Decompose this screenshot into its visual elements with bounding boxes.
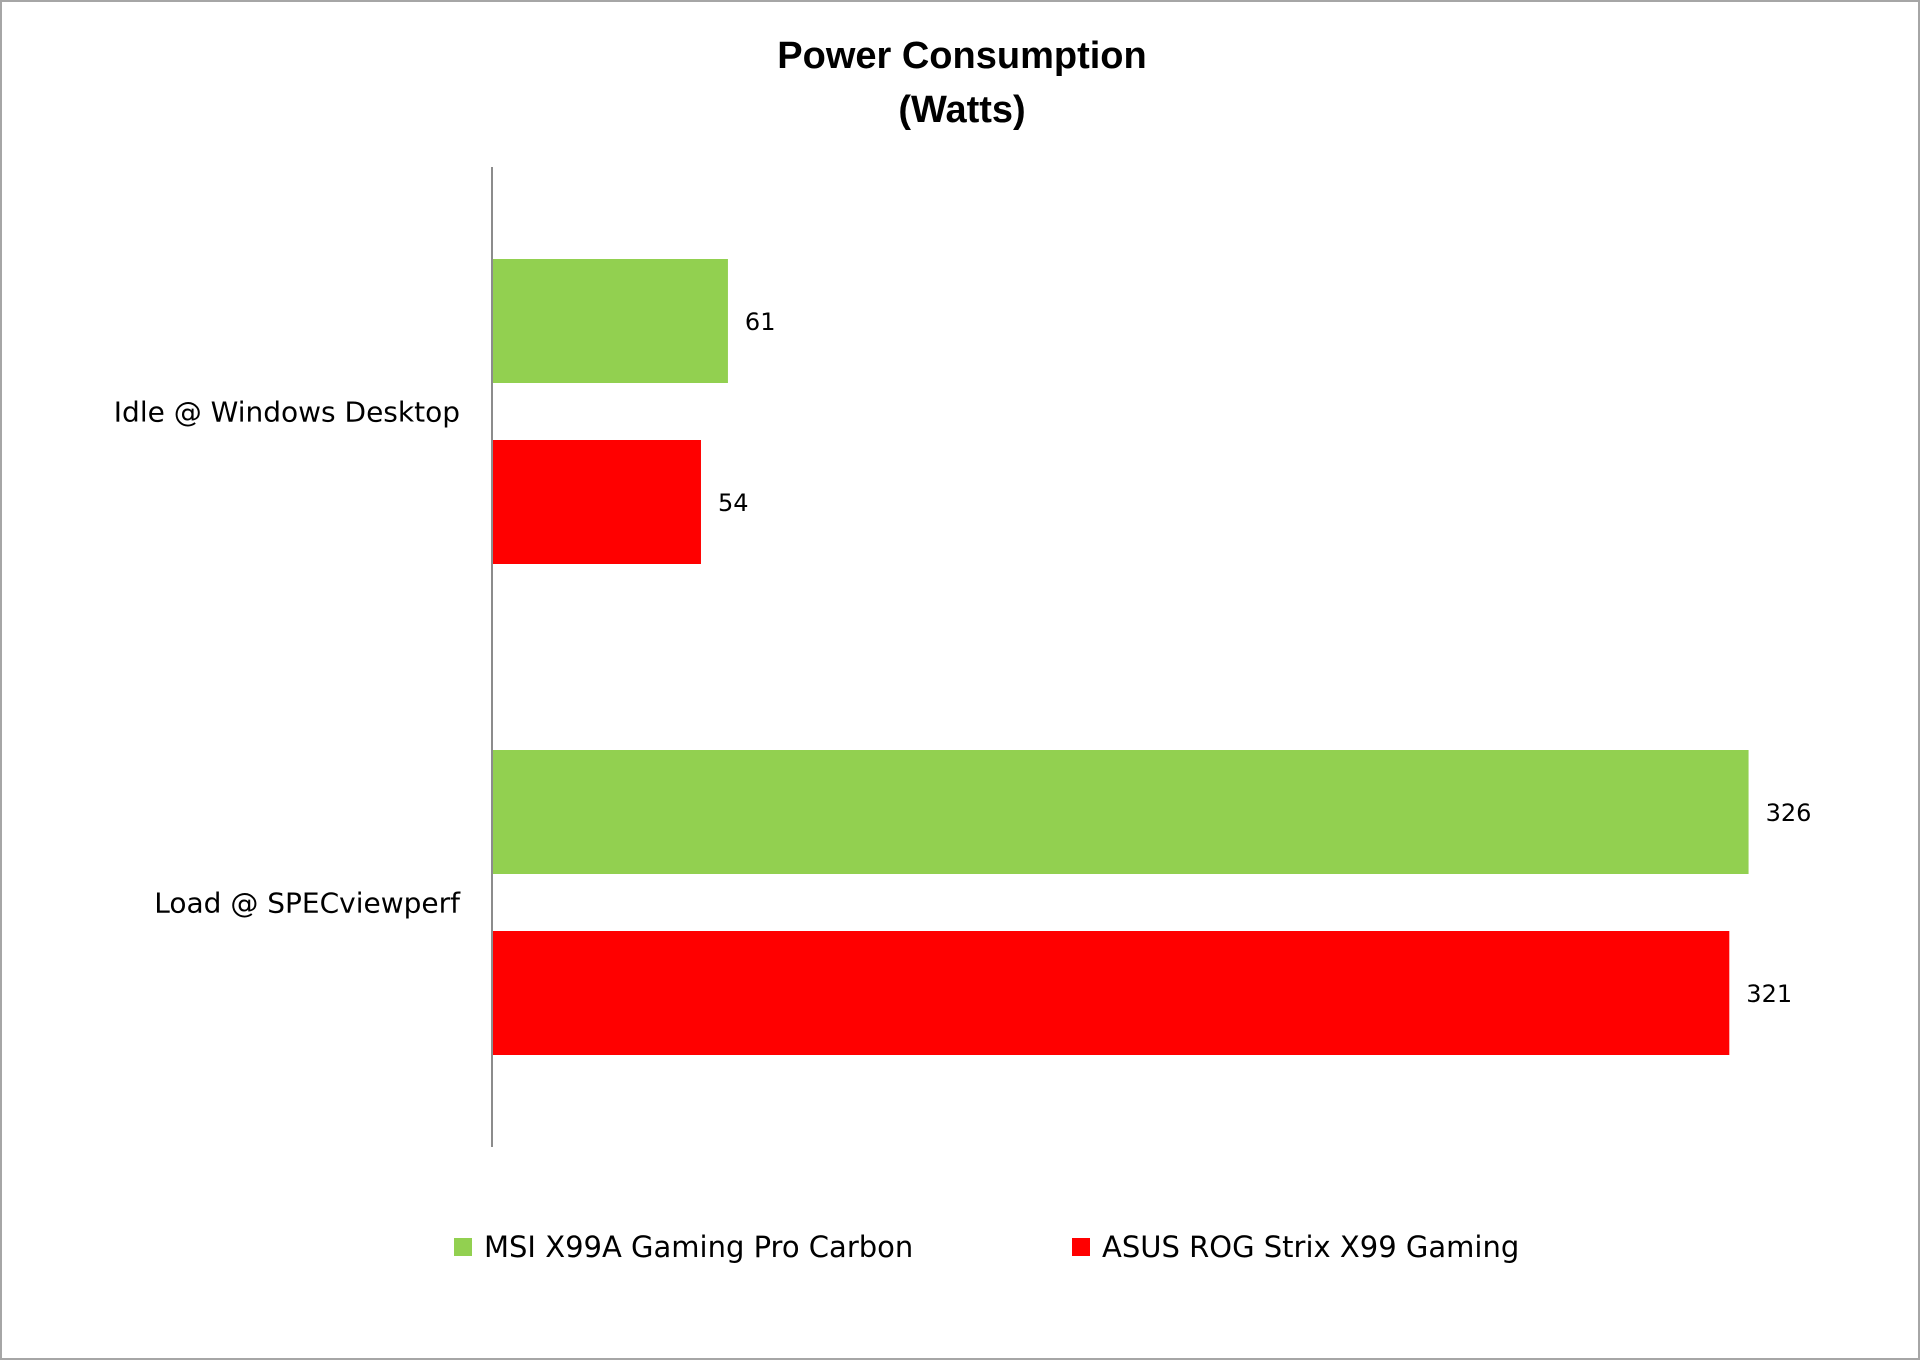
legend-label: MSI X99A Gaming Pro Carbon — [484, 1230, 913, 1264]
bar-group: Idle @ Windows Desktop 61 54 Load @ SPECvie… — [114, 259, 1812, 1055]
data-label: 326 — [1766, 799, 1812, 827]
data-label: 54 — [718, 489, 749, 517]
bar-asus-0 — [493, 440, 701, 564]
legend-swatch — [1072, 1238, 1090, 1256]
bar-msi-1 — [493, 750, 1749, 874]
category-label: Idle @ Windows Desktop — [114, 396, 460, 429]
chart-title-line-2: (Watts) — [898, 89, 1025, 131]
data-label: 321 — [1746, 980, 1792, 1008]
bar-asus-1 — [493, 931, 1730, 1055]
legend-swatch — [454, 1238, 472, 1256]
chart-title-line-1: Power Consumption — [777, 35, 1146, 77]
legend: MSI X99A Gaming Pro Carbon ASUS ROG Strix… — [454, 1230, 1519, 1264]
category-label: Load @ SPECviewperf — [154, 887, 461, 920]
legend-label: ASUS ROG Strix X99 Gaming — [1102, 1230, 1519, 1264]
data-label: 61 — [745, 308, 776, 336]
bar-msi-0 — [493, 259, 728, 383]
